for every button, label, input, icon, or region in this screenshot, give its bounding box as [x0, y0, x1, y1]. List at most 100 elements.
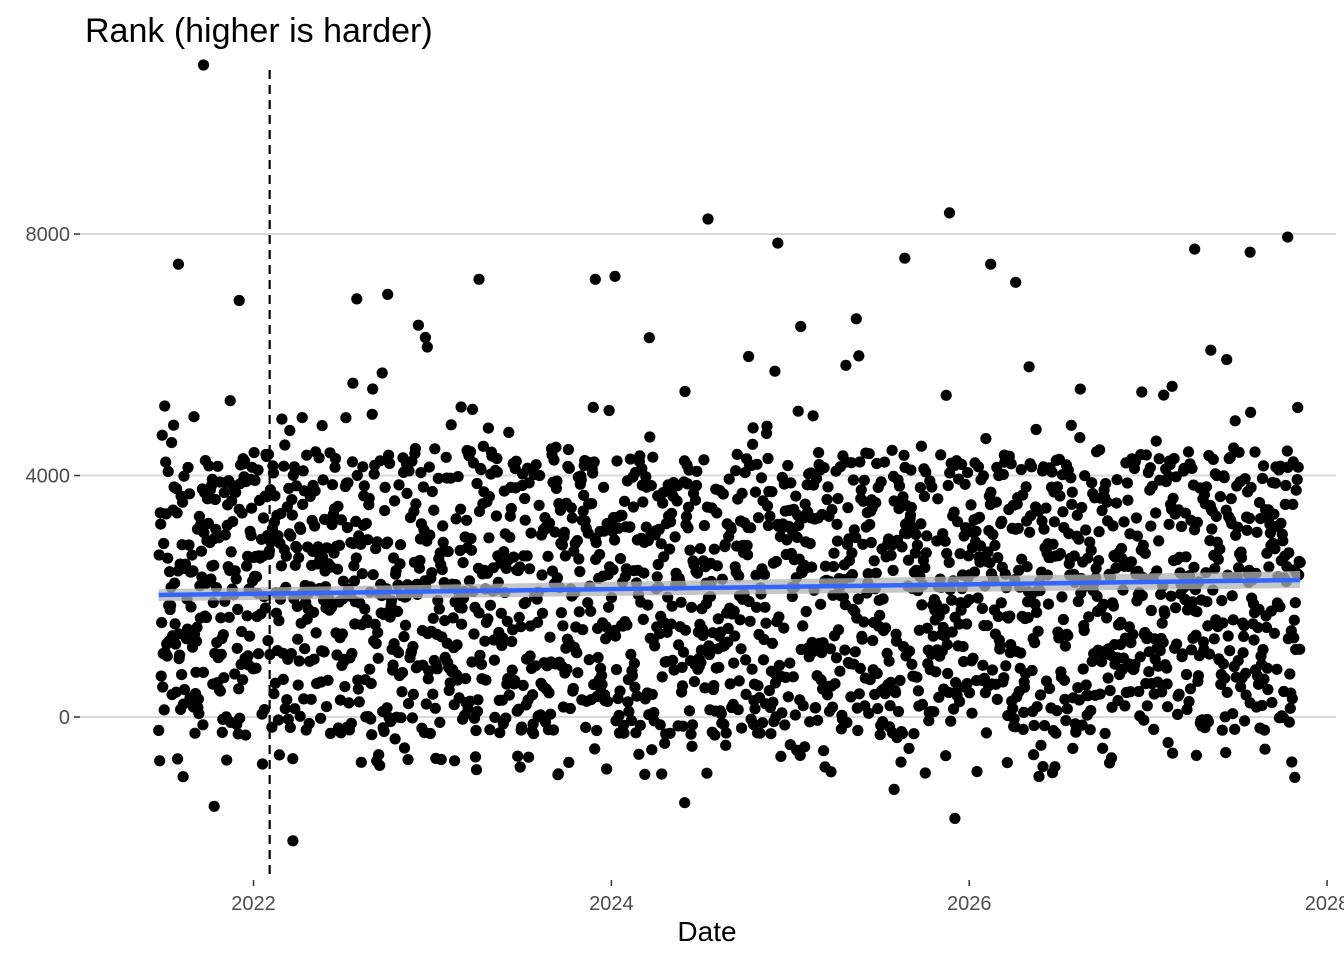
data-point — [378, 725, 390, 738]
data-point — [229, 668, 241, 680]
data-point — [921, 622, 933, 634]
data-point — [862, 568, 874, 580]
data-point — [491, 452, 503, 465]
data-point — [1175, 520, 1188, 533]
data-point — [996, 515, 1008, 527]
data-point — [957, 641, 969, 653]
data-point — [544, 631, 556, 643]
data-point — [655, 538, 667, 550]
data-point — [383, 449, 395, 461]
data-point — [1048, 516, 1060, 528]
data-point — [391, 605, 404, 618]
data-point — [216, 726, 228, 739]
data-point — [646, 744, 658, 756]
data-point — [1222, 630, 1234, 642]
data-point — [352, 683, 364, 695]
data-point — [1096, 504, 1108, 517]
data-point — [456, 618, 468, 630]
data-point — [736, 722, 748, 734]
data-point — [610, 664, 623, 676]
data-point — [317, 474, 329, 486]
data-point — [226, 495, 238, 507]
data-point — [315, 712, 327, 724]
outlier-point — [287, 835, 299, 847]
data-point — [766, 486, 778, 498]
data-point — [890, 687, 902, 699]
data-point — [822, 481, 834, 493]
data-point — [578, 489, 590, 501]
data-point — [1061, 703, 1073, 715]
data-point — [1020, 481, 1032, 493]
data-point — [749, 703, 761, 715]
data-point — [941, 639, 953, 651]
data-point — [241, 610, 253, 622]
data-point — [634, 450, 646, 462]
data-point — [954, 696, 966, 708]
data-point — [536, 607, 549, 619]
data-point — [664, 727, 676, 739]
data-point — [162, 465, 174, 478]
data-point — [832, 493, 844, 505]
data-point — [1145, 520, 1157, 532]
data-point — [558, 526, 571, 538]
data-point — [1268, 627, 1280, 639]
data-point — [701, 767, 713, 779]
data-point — [1280, 479, 1292, 492]
data-point — [928, 706, 940, 718]
data-point — [1257, 460, 1270, 472]
data-point — [503, 689, 515, 701]
data-point — [856, 633, 868, 645]
data-point — [374, 759, 386, 772]
data-point — [495, 607, 507, 619]
data-point — [280, 550, 292, 562]
data-point — [760, 617, 772, 629]
data-point — [728, 657, 740, 669]
data-point — [308, 606, 320, 618]
data-point — [591, 724, 603, 737]
data-point — [564, 702, 576, 715]
data-point — [1252, 622, 1264, 634]
data-point — [340, 412, 352, 424]
data-point — [431, 663, 443, 675]
data-point — [563, 756, 575, 769]
data-point — [455, 401, 467, 413]
data-point — [273, 749, 285, 761]
data-point — [160, 456, 172, 468]
data-point — [910, 528, 922, 541]
data-point — [322, 674, 334, 686]
data-point — [977, 470, 990, 482]
data-point — [427, 612, 439, 624]
data-point — [858, 616, 870, 628]
data-point — [1072, 595, 1084, 608]
data-point — [690, 479, 703, 492]
data-point — [749, 486, 762, 498]
data-point — [551, 475, 563, 487]
data-point — [853, 688, 865, 700]
data-point — [941, 547, 953, 560]
data-point — [766, 637, 779, 650]
data-point — [520, 597, 532, 609]
data-point — [230, 573, 242, 585]
data-point — [747, 438, 759, 450]
data-point — [624, 521, 636, 533]
data-point — [756, 717, 769, 729]
data-point — [718, 718, 730, 731]
data-point — [666, 507, 678, 519]
data-point — [1274, 601, 1286, 613]
data-point — [830, 652, 843, 664]
data-point — [643, 332, 655, 344]
data-point — [735, 643, 747, 655]
data-point — [644, 431, 656, 443]
data-point — [683, 705, 696, 717]
data-point — [977, 659, 989, 671]
data-point — [339, 681, 351, 693]
data-point — [1202, 620, 1214, 632]
data-point — [730, 465, 742, 477]
x-tick-label: 2026 — [947, 893, 992, 915]
data-point — [685, 601, 698, 613]
x-tick-label: 2022 — [231, 893, 276, 915]
outlier-point — [888, 783, 900, 796]
data-point — [732, 704, 744, 716]
data-point — [711, 507, 723, 519]
